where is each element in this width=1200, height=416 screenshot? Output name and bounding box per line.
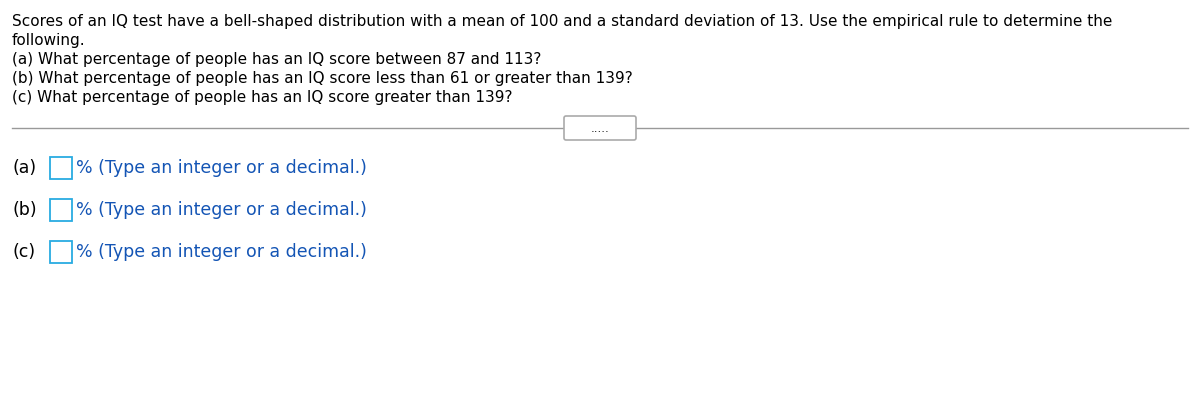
FancyBboxPatch shape [50,157,72,179]
Text: (b): (b) [12,201,37,219]
FancyBboxPatch shape [50,241,72,263]
FancyBboxPatch shape [564,116,636,140]
Text: (a): (a) [12,159,36,177]
Text: .....: ..... [590,121,610,134]
FancyBboxPatch shape [50,199,72,221]
Text: (c): (c) [12,243,35,261]
Text: % (Type an integer or a decimal.): % (Type an integer or a decimal.) [76,243,367,261]
Text: (b) What percentage of people has an IQ score less than 61 or greater than 139?: (b) What percentage of people has an IQ … [12,71,632,86]
Text: (a) What percentage of people has an IQ score between 87 and 113?: (a) What percentage of people has an IQ … [12,52,541,67]
Text: % (Type an integer or a decimal.): % (Type an integer or a decimal.) [76,159,367,177]
Text: following.: following. [12,33,85,48]
Text: (c) What percentage of people has an IQ score greater than 139?: (c) What percentage of people has an IQ … [12,90,512,105]
Text: Scores of an IQ test have a bell-shaped distribution with a mean of 100 and a st: Scores of an IQ test have a bell-shaped … [12,14,1112,29]
Text: % (Type an integer or a decimal.): % (Type an integer or a decimal.) [76,201,367,219]
